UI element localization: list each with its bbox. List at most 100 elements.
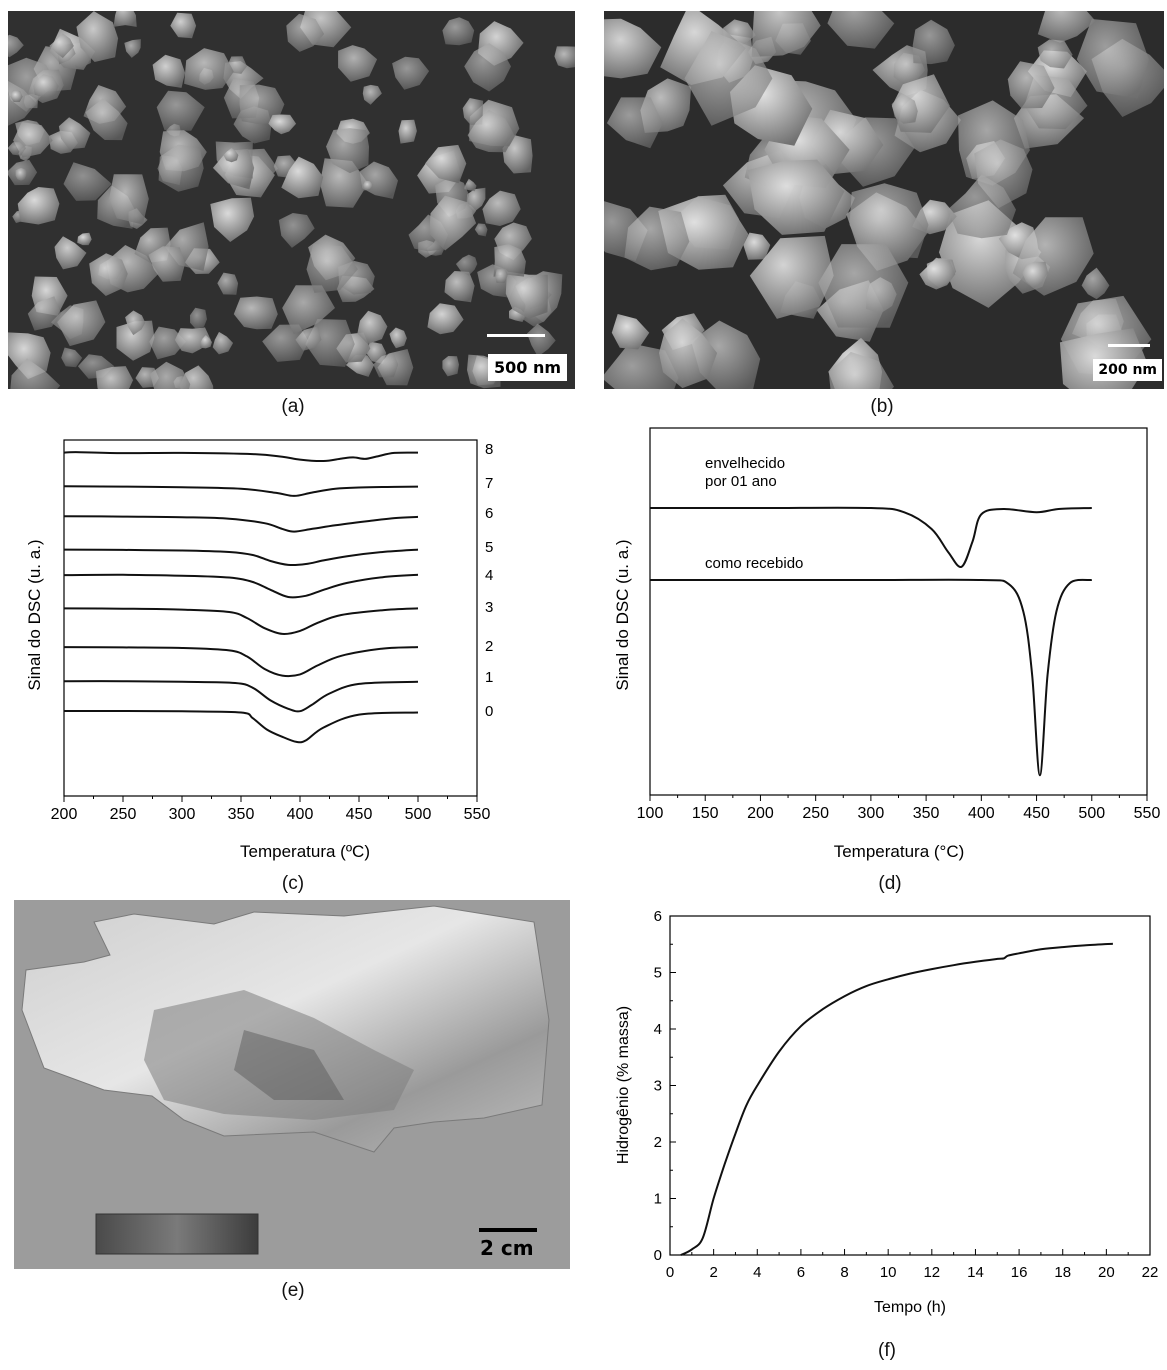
x-tick-label: 150 (692, 805, 719, 822)
x-tick-label: 250 (110, 806, 137, 823)
particle (442, 17, 475, 46)
particle (190, 307, 207, 329)
particle (427, 303, 464, 335)
particle (429, 195, 477, 251)
particle (281, 156, 324, 199)
particle (217, 272, 239, 295)
particle (295, 326, 322, 351)
particle (659, 318, 718, 389)
x-axis-title-f: Tempo (h) (874, 1299, 946, 1316)
scale-label-e: 2 cm (480, 1236, 534, 1260)
y-tick-label: 0 (654, 1247, 662, 1264)
x-tick-label: 22 (1142, 1264, 1159, 1281)
x-tick-label: 4 (753, 1264, 761, 1281)
particle (8, 142, 26, 156)
particle (326, 128, 369, 174)
particle (239, 84, 285, 125)
dsc-curve-0 (63, 709, 419, 744)
dsc-curve-6 (63, 515, 419, 533)
particle (389, 327, 407, 349)
x-tick-label: 450 (346, 806, 373, 823)
particle (749, 235, 834, 319)
x-tick-label: 10 (880, 1264, 897, 1281)
scale-label-b: 200 nm (1093, 359, 1162, 381)
particle (49, 33, 74, 58)
x-tick-label: 450 (1023, 805, 1050, 822)
x-tick-label: 400 (287, 806, 314, 823)
particle (442, 356, 459, 377)
scale-bar-a (487, 334, 545, 337)
particle (278, 213, 315, 248)
particle (505, 271, 548, 319)
particle (463, 178, 477, 192)
y-tick-label: 6 (654, 908, 662, 925)
dsc-curve-envelhecido (650, 506, 1092, 568)
particle (373, 352, 399, 378)
sem-particles-a (8, 11, 575, 389)
dsc-curve-1 (63, 680, 419, 713)
particle (474, 223, 488, 237)
caption-a: (a) (281, 396, 305, 417)
particle (212, 148, 255, 190)
particle (1081, 267, 1110, 300)
particle (150, 361, 191, 389)
particle (200, 335, 212, 349)
x-tick-label: 18 (1054, 1264, 1071, 1281)
x-tick-label: 20 (1098, 1264, 1115, 1281)
label-envelhecido-line1: envelhecido (705, 455, 785, 472)
x-tick-label: 250 (802, 805, 829, 822)
particle (116, 320, 155, 361)
scale-label-a: 500 nm (487, 354, 567, 381)
particle (57, 300, 106, 347)
particle (493, 244, 526, 277)
particle (891, 93, 918, 124)
particle (125, 310, 146, 336)
particle (919, 257, 956, 290)
particle (357, 310, 388, 344)
caption-b: (b) (870, 396, 894, 417)
caption-c: (c) (281, 873, 305, 894)
particle (306, 243, 358, 293)
particle (495, 269, 508, 283)
y-tick-label: 3 (654, 1078, 662, 1095)
particle (10, 358, 61, 389)
x-tick-label: 100 (637, 805, 664, 822)
particle (54, 236, 87, 270)
particle (17, 187, 60, 225)
particle (8, 332, 51, 380)
y-tick-label: 1 (654, 1191, 662, 1208)
y-tick-label: 4 (654, 1021, 662, 1038)
x-tick-label: 16 (1011, 1264, 1028, 1281)
particle (89, 253, 128, 296)
particle (212, 331, 234, 355)
particle (286, 13, 325, 52)
sem-particles-b (604, 11, 1164, 389)
dsc-curve-7 (63, 485, 419, 497)
particle (684, 31, 773, 126)
x-tick-label: 8 (840, 1264, 848, 1281)
x-tick-label: 500 (1078, 805, 1105, 822)
plot-frame-f (669, 915, 1151, 1256)
particle (464, 43, 511, 92)
particle (233, 296, 278, 330)
particle (363, 180, 374, 191)
sample-photo-e: 2 cm (14, 900, 570, 1269)
particle (77, 232, 92, 246)
label-como-recebido: como recebido (705, 555, 803, 572)
plot-frame-c (63, 439, 478, 797)
particle (85, 98, 128, 141)
y-tick-label: 5 (654, 965, 662, 982)
dsc-curve-3 (63, 607, 419, 635)
scale-bar-e (479, 1228, 537, 1232)
particle (63, 162, 112, 201)
x-axis-title-c: Temperatura (ºC) (240, 842, 370, 861)
particle (10, 90, 23, 102)
particle (33, 74, 59, 98)
scale-bar-b (1108, 344, 1150, 347)
dsc-curve-5 (63, 548, 419, 567)
particle (124, 39, 141, 58)
particle (1037, 39, 1073, 69)
x-tick-label: 550 (464, 806, 491, 823)
particle (743, 232, 771, 260)
